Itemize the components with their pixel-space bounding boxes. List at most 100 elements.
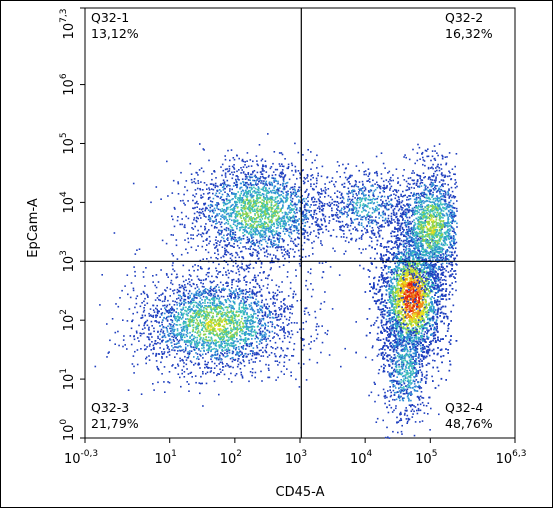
data-point (388, 170, 391, 173)
data-point (168, 335, 171, 337)
data-point (283, 307, 286, 310)
data-point (232, 198, 234, 200)
data-point (273, 192, 275, 194)
data-point (228, 242, 231, 244)
data-point (287, 163, 290, 166)
data-point (283, 331, 285, 333)
data-point (227, 298, 229, 300)
data-point (260, 223, 262, 226)
data-point (230, 329, 232, 331)
data-point (250, 184, 253, 186)
data-point (249, 353, 252, 355)
data-point (189, 337, 191, 339)
data-point (222, 237, 225, 240)
data-point (311, 247, 314, 249)
data-point (236, 227, 238, 230)
data-point (238, 201, 241, 204)
data-point (270, 346, 273, 348)
data-point (99, 304, 101, 306)
data-point (246, 343, 249, 345)
data-point (199, 301, 201, 304)
data-point (291, 186, 294, 189)
data-point (268, 238, 270, 240)
data-point (231, 336, 233, 338)
data-point (200, 282, 202, 284)
data-point (223, 200, 225, 202)
data-point (236, 338, 238, 340)
data-point (224, 330, 226, 332)
data-point (365, 194, 367, 196)
data-point (218, 232, 221, 235)
data-point (253, 170, 256, 172)
data-point (331, 202, 333, 204)
data-point (196, 339, 198, 341)
data-point (145, 267, 147, 269)
data-point (180, 296, 183, 298)
data-point (169, 288, 172, 290)
data-point (236, 351, 238, 353)
data-point (242, 356, 244, 358)
data-point (264, 228, 266, 230)
data-point (240, 167, 242, 169)
data-point (237, 328, 240, 330)
data-point (266, 303, 269, 305)
data-point (262, 330, 264, 333)
data-point (296, 219, 298, 221)
data-point (210, 281, 213, 284)
data-point (148, 315, 151, 317)
data-point (268, 330, 271, 333)
data-point (238, 222, 241, 224)
data-point (160, 294, 162, 296)
data-point (166, 347, 169, 349)
data-point (157, 337, 159, 339)
data-point (343, 233, 345, 235)
data-point (206, 315, 208, 317)
data-point (254, 261, 257, 263)
data-point (281, 199, 283, 202)
data-point (252, 279, 255, 281)
data-point (321, 224, 324, 226)
data-point (338, 274, 341, 276)
data-point (249, 371, 252, 373)
data-point (226, 339, 229, 341)
data-point (227, 364, 229, 367)
data-point (207, 312, 209, 314)
data-point (144, 285, 146, 287)
data-point (221, 353, 223, 355)
data-point (262, 351, 264, 354)
data-point (243, 219, 246, 221)
data-point (257, 188, 260, 191)
data-point (277, 208, 279, 210)
data-point (389, 187, 392, 190)
data-point (199, 266, 202, 268)
data-point (272, 303, 274, 305)
data-point (292, 208, 294, 211)
data-point (263, 204, 266, 206)
data-point (191, 309, 194, 311)
data-point (182, 325, 185, 328)
data-point (269, 231, 271, 233)
data-point (225, 301, 228, 304)
data-point (264, 323, 266, 325)
data-point (261, 311, 264, 314)
data-point (192, 330, 194, 332)
data-point (230, 337, 233, 339)
data-point (226, 350, 228, 353)
data-point (272, 171, 275, 173)
data-point (242, 302, 244, 305)
data-point (259, 330, 262, 333)
data-point (242, 340, 245, 342)
data-point (276, 222, 278, 225)
data-point (250, 234, 253, 237)
data-point (265, 208, 268, 211)
data-point (310, 268, 312, 270)
data-point (182, 306, 185, 309)
data-point (181, 372, 183, 375)
data-point (234, 340, 236, 342)
data-point (274, 360, 277, 362)
data-point (228, 214, 231, 217)
data-point (218, 358, 220, 361)
data-point (232, 223, 235, 225)
data-point (222, 334, 225, 336)
data-point (296, 331, 299, 333)
